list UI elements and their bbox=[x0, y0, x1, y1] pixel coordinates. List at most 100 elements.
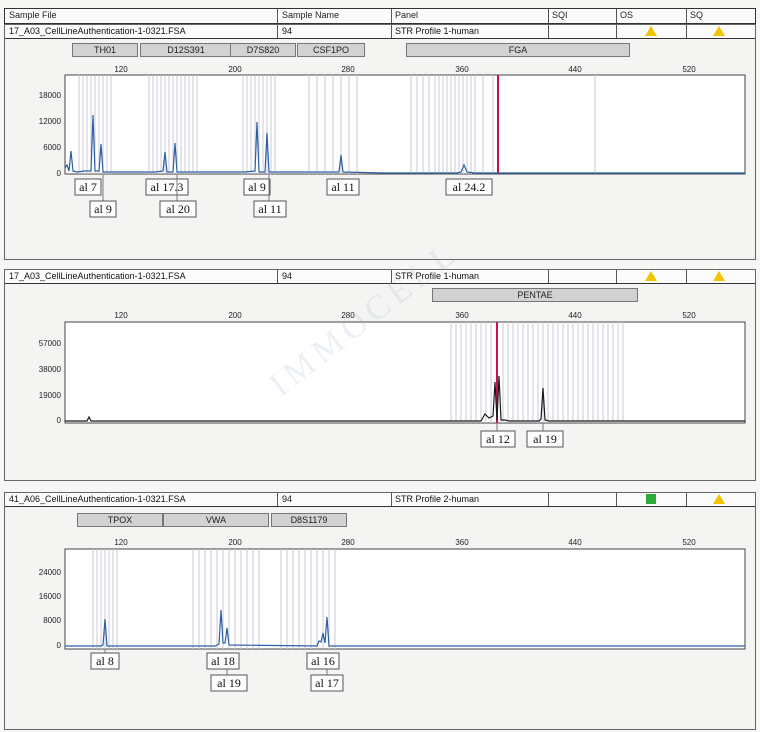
warning-icon bbox=[713, 271, 725, 281]
x-tick: 120 bbox=[114, 538, 128, 547]
allele-call: al 8 bbox=[90, 652, 120, 670]
y-tick: 19000 bbox=[39, 391, 62, 400]
allele-call: al 16 bbox=[306, 652, 340, 670]
allele-call: al 12 bbox=[480, 430, 516, 448]
y-tick: 57000 bbox=[39, 339, 62, 348]
trace-line bbox=[65, 375, 745, 422]
marker-fga[interactable]: FGA bbox=[406, 43, 630, 57]
y-tick: 6000 bbox=[43, 143, 61, 152]
y-tick: 18000 bbox=[39, 91, 62, 100]
sample-name: 94 bbox=[282, 494, 293, 504]
col-sample-file[interactable]: Sample File bbox=[9, 10, 57, 20]
x-tick: 360 bbox=[455, 65, 469, 74]
marker-csf1po[interactable]: CSF1PO bbox=[297, 43, 365, 57]
allele-call: al 9 bbox=[243, 178, 271, 196]
svg-text:al 16: al 16 bbox=[311, 654, 335, 668]
svg-text:al 20: al 20 bbox=[166, 202, 190, 216]
x-tick: 120 bbox=[114, 65, 128, 74]
sample-row-2[interactable]: 17_A03_CellLineAuthentication-1-0321.FSA… bbox=[5, 270, 755, 284]
y-tick: 0 bbox=[57, 416, 62, 425]
warning-icon bbox=[645, 26, 657, 36]
trace-plot-2[interactable]: 120 200 280 360 440 520 57000 38000 1900… bbox=[5, 270, 755, 480]
x-tick: 440 bbox=[568, 311, 582, 320]
sample-name: 94 bbox=[282, 26, 293, 36]
col-sqi[interactable]: SQI bbox=[552, 10, 568, 20]
col-panel[interactable]: Panel bbox=[395, 10, 419, 20]
col-sample-name[interactable]: Sample Name bbox=[282, 10, 340, 20]
electropherogram-panel-1: 17_A03_CellLineAuthentication-1-0321.FSA… bbox=[4, 24, 756, 260]
electropherogram-panel-2: 17_A03_CellLineAuthentication-1-0321.FSA… bbox=[4, 269, 756, 481]
svg-text:al 12: al 12 bbox=[486, 432, 510, 446]
sample-row-1[interactable]: 17_A03_CellLineAuthentication-1-0321.FSA… bbox=[5, 25, 755, 39]
x-tick: 440 bbox=[568, 538, 582, 547]
sample-file: 41_A06_CellLineAuthentication-1-0321.FSA bbox=[9, 494, 186, 504]
warning-icon bbox=[713, 26, 725, 36]
sample-row-3[interactable]: 41_A06_CellLineAuthentication-1-0321.FSA… bbox=[5, 493, 755, 507]
table-header: Sample File Sample Name Panel SQI OS SQ bbox=[4, 8, 756, 24]
marker-pentae[interactable]: PENTAE bbox=[432, 288, 638, 302]
allele-call: al 9 bbox=[89, 200, 117, 218]
x-tick: 200 bbox=[228, 65, 242, 74]
allele-call: al 11 bbox=[253, 200, 287, 218]
x-tick: 520 bbox=[682, 538, 696, 547]
y-tick: 0 bbox=[57, 169, 62, 178]
svg-text:al 11: al 11 bbox=[331, 180, 354, 194]
svg-text:al 17: al 17 bbox=[315, 676, 339, 690]
svg-text:al 19: al 19 bbox=[217, 676, 241, 690]
svg-text:al 8: al 8 bbox=[96, 654, 114, 668]
sample-name: 94 bbox=[282, 271, 293, 281]
svg-text:al 17.3: al 17.3 bbox=[151, 180, 184, 194]
panel-name: STR Profile 1-human bbox=[395, 26, 480, 36]
marker-th01[interactable]: TH01 bbox=[72, 43, 138, 57]
y-tick: 12000 bbox=[39, 117, 62, 126]
svg-text:al 24.2: al 24.2 bbox=[453, 180, 486, 194]
allele-call: al 17.3 bbox=[145, 178, 189, 196]
marker-d7s820[interactable]: D7S820 bbox=[230, 43, 296, 57]
trace-plot-3[interactable]: 120 200 280 360 440 520 24000 16000 8000… bbox=[5, 493, 755, 729]
svg-text:al 9: al 9 bbox=[248, 180, 266, 194]
svg-text:al 11: al 11 bbox=[258, 202, 281, 216]
svg-text:al 18: al 18 bbox=[211, 654, 235, 668]
sample-file: 17_A03_CellLineAuthentication-1-0321.FSA bbox=[9, 26, 186, 36]
col-sq[interactable]: SQ bbox=[690, 10, 704, 20]
y-tick: 24000 bbox=[39, 568, 62, 577]
allele-call: al 11 bbox=[326, 178, 360, 196]
svg-text:al 7: al 7 bbox=[79, 180, 97, 194]
x-tick: 520 bbox=[682, 65, 696, 74]
panel-name: STR Profile 1-human bbox=[395, 271, 480, 281]
x-tick: 280 bbox=[341, 65, 355, 74]
panel-name: STR Profile 2-human bbox=[395, 494, 480, 504]
y-tick: 8000 bbox=[43, 616, 61, 625]
svg-text:al 9: al 9 bbox=[94, 202, 112, 216]
y-tick: 0 bbox=[57, 641, 62, 650]
trace-plot-1[interactable]: 120 200 280 360 440 520 18000 12000 6000… bbox=[5, 25, 755, 259]
marker-d12s391[interactable]: D12S391 bbox=[140, 43, 232, 57]
sample-file: 17_A03_CellLineAuthentication-1-0321.FSA bbox=[9, 271, 186, 281]
x-tick: 360 bbox=[455, 538, 469, 547]
plot-area bbox=[64, 74, 746, 175]
col-os[interactable]: OS bbox=[620, 10, 634, 20]
marker-tpox[interactable]: TPOX bbox=[77, 513, 163, 527]
marker-vwa[interactable]: VWA bbox=[163, 513, 269, 527]
x-tick: 440 bbox=[568, 65, 582, 74]
allele-call: al 19 bbox=[210, 674, 248, 692]
allele-call: al 24.2 bbox=[445, 178, 493, 196]
svg-text:al 19: al 19 bbox=[533, 432, 557, 446]
trace-line bbox=[64, 114, 745, 174]
warning-icon bbox=[713, 494, 725, 504]
marker-d8s1179[interactable]: D8S1179 bbox=[271, 513, 347, 527]
plot-area bbox=[64, 548, 746, 650]
x-tick: 120 bbox=[114, 311, 128, 320]
x-tick: 280 bbox=[341, 538, 355, 547]
x-tick: 280 bbox=[341, 311, 355, 320]
x-tick: 360 bbox=[455, 311, 469, 320]
plot-area bbox=[64, 321, 746, 424]
allele-call: al 17 bbox=[310, 674, 344, 692]
x-tick: 200 bbox=[228, 311, 242, 320]
allele-call: al 20 bbox=[159, 200, 197, 218]
allele-call: al 7 bbox=[74, 178, 102, 196]
allele-call: al 18 bbox=[206, 652, 240, 670]
x-tick: 200 bbox=[228, 538, 242, 547]
status-ok-icon bbox=[646, 494, 656, 504]
warning-icon bbox=[645, 271, 657, 281]
